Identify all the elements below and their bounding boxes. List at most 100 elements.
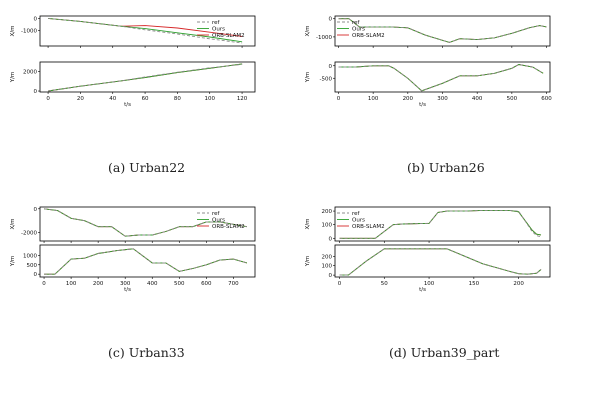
subplot-y: 0 100 200 Y/m 0 50 100 150 200 t/s xyxy=(305,244,551,293)
x-tick-label: 200 xyxy=(93,281,104,287)
x-axis-label: t/s xyxy=(419,287,426,293)
axes-frame xyxy=(334,244,551,278)
y-tick-label: 0 xyxy=(329,17,333,23)
axes-frame xyxy=(334,206,551,242)
x-tick-label: 600 xyxy=(201,281,212,287)
x-tick-label: 100 xyxy=(66,281,77,287)
y-tick-label: 0 xyxy=(329,64,333,70)
x-tick-label: 0 xyxy=(337,96,341,102)
caption-urban26: (b) Urban26 xyxy=(407,160,485,175)
legend-label: ref xyxy=(352,20,361,26)
y-tick-label: -1000 xyxy=(21,28,37,34)
x-tick-label: 60 xyxy=(142,96,149,102)
legend-label: ref xyxy=(212,211,221,217)
y-tick-label: -2000 xyxy=(21,231,37,237)
x-tick-label: 100 xyxy=(368,96,379,102)
legend-label: Ours xyxy=(212,27,225,33)
y-axis-label: Y/m xyxy=(305,72,311,84)
x-tick-label: 0 xyxy=(338,281,342,287)
x-tick-label: 200 xyxy=(513,281,524,287)
axes-frame xyxy=(39,206,256,242)
x-tick-label: 20 xyxy=(77,96,84,102)
series-line-orb-slam2 xyxy=(339,248,542,276)
series-line-ref xyxy=(338,64,544,92)
x-tick-label: 0 xyxy=(42,281,46,287)
x-tick-label: 100 xyxy=(204,96,215,102)
y-axis-label: Y/m xyxy=(305,256,311,268)
x-tick-label: 200 xyxy=(403,96,414,102)
y-tick-label: 500 xyxy=(27,263,38,269)
series-line-ref xyxy=(48,63,243,92)
y-tick-label: 0 xyxy=(329,236,333,242)
y-tick-label: 100 xyxy=(322,223,333,229)
x-tick-label: 120 xyxy=(237,96,248,102)
y-tick-label: 100 xyxy=(322,264,333,270)
y-tick-label: 0 xyxy=(34,207,38,213)
y-tick-label: -1000 xyxy=(316,35,332,41)
y-axis-label: Y/m xyxy=(10,256,16,268)
x-tick-label: 50 xyxy=(381,281,388,287)
legend-label: Ours xyxy=(212,218,225,224)
x-tick-label: 0 xyxy=(46,96,50,102)
y-tick-label: 0 xyxy=(34,89,38,95)
y-axis-label: Y/m xyxy=(10,72,16,84)
y-axis-label: X/m xyxy=(10,26,16,37)
x-axis-label: t/s xyxy=(419,102,426,108)
legend-label: ORB-SLAM2 xyxy=(352,224,385,230)
y-tick-label: 200 xyxy=(322,254,333,260)
y-tick-label: 0 xyxy=(34,16,38,22)
x-tick-label: 80 xyxy=(174,96,181,102)
y-tick-label: 0 xyxy=(34,272,38,278)
series-line-ours xyxy=(339,248,542,276)
subplot-y: 0 -500 Y/m 0 100 200 300 400 500 600 t/s xyxy=(305,61,552,108)
y-tick-label: 2000 xyxy=(23,70,37,76)
x-tick-label: 300 xyxy=(120,281,131,287)
caption-urban22: (a) Urban22 xyxy=(108,160,186,175)
caption-urban33: (c) Urban33 xyxy=(108,345,185,360)
legend-label: ORB-SLAM2 xyxy=(212,33,245,39)
y-tick-label: 1000 xyxy=(23,253,37,259)
legend-label: Ours xyxy=(352,27,365,33)
series-line-ref xyxy=(44,248,248,275)
axes-frame xyxy=(39,244,256,278)
legend-label: Ours xyxy=(352,218,365,224)
y-tick-label: 200 xyxy=(322,209,333,215)
x-tick-label: 700 xyxy=(228,281,239,287)
subplot-y: 0 2000 Y/m 0 20 40 60 80 100 120 t/s xyxy=(10,61,256,108)
x-axis-label: t/s xyxy=(124,287,131,293)
y-axis-label: X/m xyxy=(10,219,16,230)
axes-frame xyxy=(39,61,256,93)
x-tick-label: 600 xyxy=(541,96,552,102)
legend-label: ORB-SLAM2 xyxy=(352,33,385,39)
series-line-ref xyxy=(48,17,243,44)
y-axis-label: X/m xyxy=(305,219,311,230)
x-tick-label: 300 xyxy=(437,96,448,102)
y-tick-label: 0 xyxy=(329,273,333,279)
legend-label: ref xyxy=(352,211,361,217)
subplot-y: 0 500 1000 Y/m 0 100 200 300 400 500 600 700 t/s xyxy=(10,244,256,293)
x-tick-label: 400 xyxy=(472,96,483,102)
legend-label: ORB-SLAM2 xyxy=(212,224,245,230)
series-line-ref xyxy=(44,208,247,237)
x-axis-label: t/s xyxy=(124,102,131,108)
x-tick-label: 400 xyxy=(147,281,158,287)
x-tick-label: 40 xyxy=(109,96,116,102)
y-tick-label: -500 xyxy=(320,76,333,82)
x-tick-label: 500 xyxy=(507,96,518,102)
y-axis-label: X/m xyxy=(305,26,311,37)
x-tick-label: 500 xyxy=(174,281,185,287)
series-line-ref xyxy=(339,209,542,239)
